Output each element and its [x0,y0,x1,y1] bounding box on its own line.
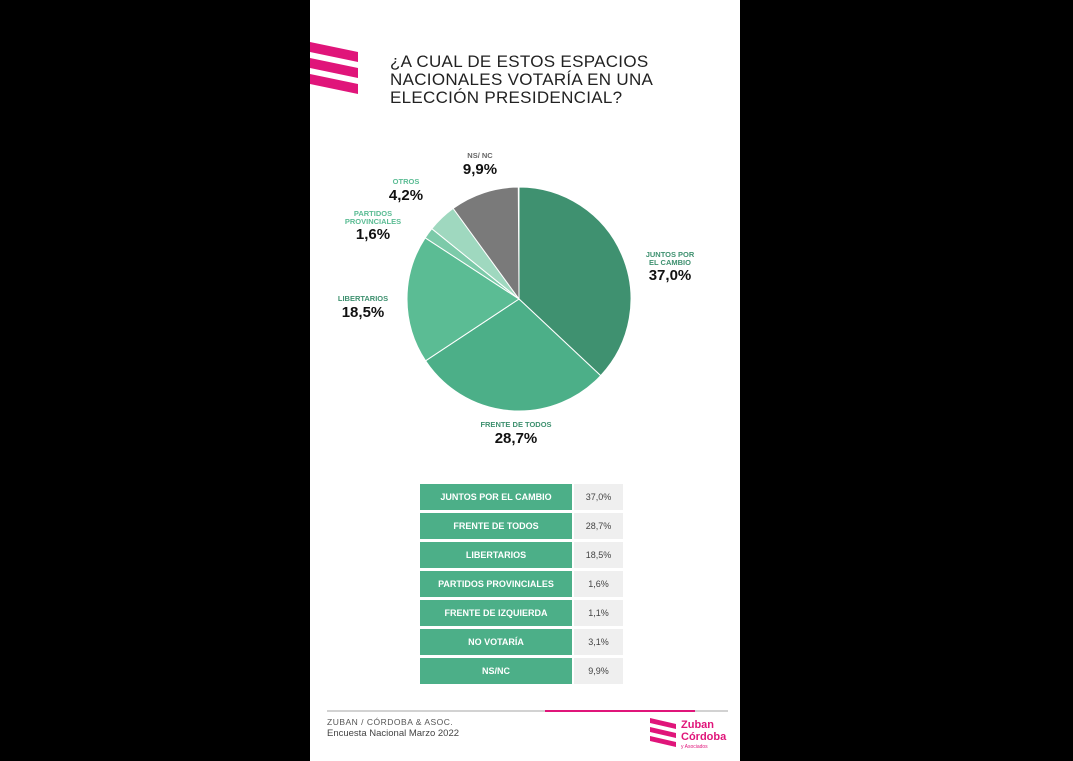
chart-title: ¿A CUAL DE ESTOS ESPACIOS NACIONALES VOT… [390,52,653,107]
pie-label-name: LIBERTARIOS [337,294,389,303]
pie [406,186,632,412]
logo-text: Zuban [681,719,714,731]
pie-slice [424,298,602,412]
footer-logo-mark [650,718,676,747]
graphics [310,42,728,747]
pie-label-name: NS/ NC [467,151,493,160]
table-cell-value: 9,9% [574,658,623,684]
pie-label-value: 18,5% [341,303,385,321]
logo-text: Córdoba [681,731,727,743]
table-cell-name: NS/NC [420,658,572,684]
pie-label: LIBERTARIOS 18,5% [328,295,398,321]
pie-label-name: PARTIDOS PROVINCIALES [344,209,402,226]
table-cell-name: FRENTE DE TODOS [420,513,572,539]
table-cell-value: 1,6% [574,571,623,597]
pie-label-name: OTROS [392,177,420,186]
pie-label: FRENTE DE TODOS 28,7% [471,421,561,447]
table-cell-value: 18,5% [574,542,623,568]
pie-slice [406,237,520,362]
pie-label-value: 1,6% [355,226,391,243]
table-cell-value: 3,1% [574,629,623,655]
table-cell-value: 28,7% [574,513,623,539]
pie-label: PARTIDOS PROVINCIALES 1,6% [338,210,408,243]
pie-label-value: 28,7% [494,429,538,447]
table-cell-name: LIBERTARIOS [420,542,572,568]
table-cell-value: 1,1% [574,600,623,626]
table-cell-name: JUNTOS POR EL CAMBIO [420,484,572,510]
pie-slice [518,186,632,377]
pie-slice [452,186,520,301]
pie-label-name: FRENTE DE TODOS [480,420,552,429]
table-cell-name: FRENTE DE IZQUIERDA [420,600,572,626]
pie-label-value: 4,2% [388,186,424,204]
table-cell-name: PARTIDOS PROVINCIALES [420,571,572,597]
page: ¿A CUAL DE ESTOS ESPACIOS NACIONALES VOT… [310,0,740,761]
pie-label-name: JUNTOS POR EL CAMBIO [645,250,695,267]
table-cell-value: 37,0% [574,484,623,510]
pie-label-value: 9,9% [462,160,498,178]
pie-label-value: 37,0% [648,267,692,284]
pie-label: JUNTOS POR EL CAMBIO 37,0% [641,251,699,284]
pie-label: NS/ NC 9,9% [460,152,500,178]
logo-text: y Asociados [681,744,708,750]
pie-label: OTROS 4,2% [386,178,426,204]
footer-survey: Encuesta Nacional Marzo 2022 [327,728,460,739]
footer-source: ZUBAN / CÓRDOBA & ASOC. [327,717,454,727]
logo-mark [310,42,358,94]
table-cell-name: NO VOTARÍA [420,629,572,655]
